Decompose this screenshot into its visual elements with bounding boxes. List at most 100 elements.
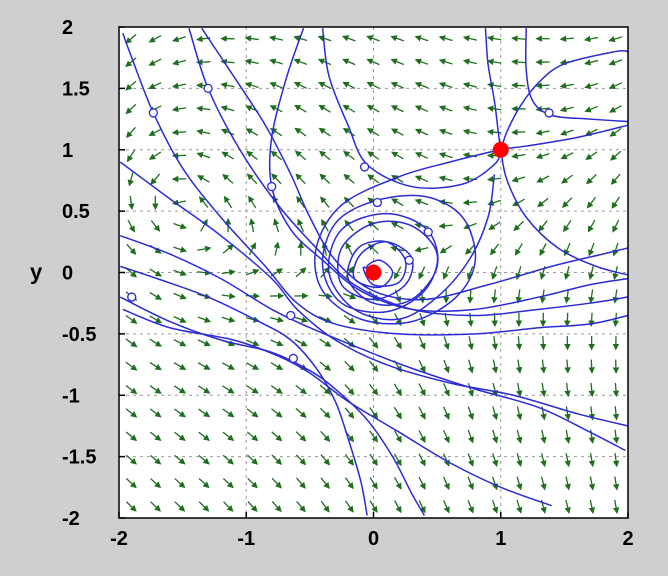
field-arrow [414, 175, 429, 183]
field-arrow [587, 219, 596, 233]
field-arrow [564, 476, 571, 491]
field-arrow [560, 129, 574, 136]
field-arrow [246, 431, 259, 442]
field-arrow [172, 36, 186, 43]
field-arrow [244, 58, 259, 65]
field-arrow [320, 196, 330, 208]
field-arrow [246, 408, 259, 418]
y-tick-label: 0 [62, 263, 73, 285]
field-arrow [246, 268, 260, 276]
field-arrow [150, 173, 161, 185]
field-arrow [297, 218, 305, 232]
field-arrow [491, 359, 499, 374]
trajectory-start-markers [127, 83, 554, 364]
field-arrow [318, 150, 331, 161]
field-arrow [608, 82, 623, 89]
field-arrow [418, 453, 426, 467]
field-arrow [125, 408, 138, 418]
field-arrow [367, 151, 380, 160]
field-arrow [467, 383, 474, 397]
field-arrow [516, 499, 523, 514]
trajectory-curve [314, 124, 629, 325]
field-arrow [246, 173, 258, 185]
field-arrow [171, 82, 187, 89]
field-arrow [318, 127, 331, 137]
field-arrow [563, 219, 572, 233]
field-arrow [536, 175, 550, 183]
field-arrow [588, 453, 596, 468]
trajectory-marker [286, 310, 296, 321]
field-arrow [223, 195, 233, 209]
field-arrow [414, 58, 429, 65]
field-arrow [414, 105, 429, 113]
trajectory-marker [267, 181, 277, 192]
field-arrow [418, 430, 426, 444]
x-tick-label: -1 [237, 528, 255, 550]
field-arrow [248, 218, 256, 233]
field-arrow [127, 172, 134, 187]
field-arrow [612, 406, 620, 421]
field-arrow [608, 59, 623, 66]
field-arrow [486, 105, 502, 112]
field-arrow [198, 431, 210, 441]
field-arrow [318, 81, 332, 89]
field-arrow [222, 362, 235, 370]
field-arrow [564, 406, 571, 421]
trajectory-marker [148, 108, 159, 118]
field-arrow [367, 220, 379, 231]
field-arrow [540, 429, 547, 444]
field-arrow [125, 361, 138, 371]
y-tick-labels: 2 1.5 1 0.5 0 -0.5 -1 -1.5 -2 [62, 17, 125, 530]
field-arrow [269, 105, 283, 113]
field-arrow [198, 501, 210, 512]
field-arrow [414, 198, 429, 206]
field-arrow [320, 500, 330, 513]
field-arrow [366, 58, 380, 66]
field-arrow [515, 382, 523, 398]
field-arrow [173, 339, 187, 347]
field-arrow [293, 58, 308, 65]
field-arrow [366, 35, 380, 42]
field-arrow [491, 429, 499, 444]
y-tick-label: -2 [62, 508, 80, 530]
x-tick-label: 2 [622, 528, 633, 550]
field-arrow [273, 241, 280, 256]
field-arrow [584, 59, 599, 66]
field-arrow [390, 58, 405, 66]
field-arrow [296, 477, 306, 489]
field-arrow [535, 152, 550, 160]
trajectory-curve [188, 28, 629, 317]
trajectory-marker [404, 255, 414, 265]
field-arrow [320, 430, 331, 442]
field-arrow [125, 314, 138, 324]
field-arrow [559, 82, 574, 89]
field-arrow [295, 173, 306, 185]
field-arrow [366, 105, 380, 113]
field-arrow [317, 35, 332, 42]
field-arrow [438, 175, 453, 182]
field-arrow [490, 243, 500, 256]
field-arrow [390, 105, 404, 113]
field-arrow [126, 149, 136, 163]
field-arrow [443, 359, 450, 374]
field-arrow [393, 453, 402, 467]
field-arrow [486, 82, 502, 89]
field-arrow [394, 500, 402, 514]
field-arrow [612, 476, 620, 491]
field-arrow [247, 477, 258, 489]
field-arrow [438, 58, 453, 65]
field-arrow [488, 221, 501, 231]
field-arrow [320, 477, 330, 490]
field-arrow [438, 81, 453, 89]
field-arrow [320, 454, 331, 466]
field-arrow [343, 150, 355, 161]
field-arrow [273, 218, 280, 233]
field-arrow [442, 266, 450, 280]
field-arrow [515, 359, 523, 374]
field-arrow [588, 242, 595, 257]
field-arrow [125, 431, 138, 442]
field-arrow [462, 35, 477, 42]
field-arrow [270, 339, 284, 347]
field-arrow [344, 407, 355, 419]
field-arrow [343, 314, 356, 324]
